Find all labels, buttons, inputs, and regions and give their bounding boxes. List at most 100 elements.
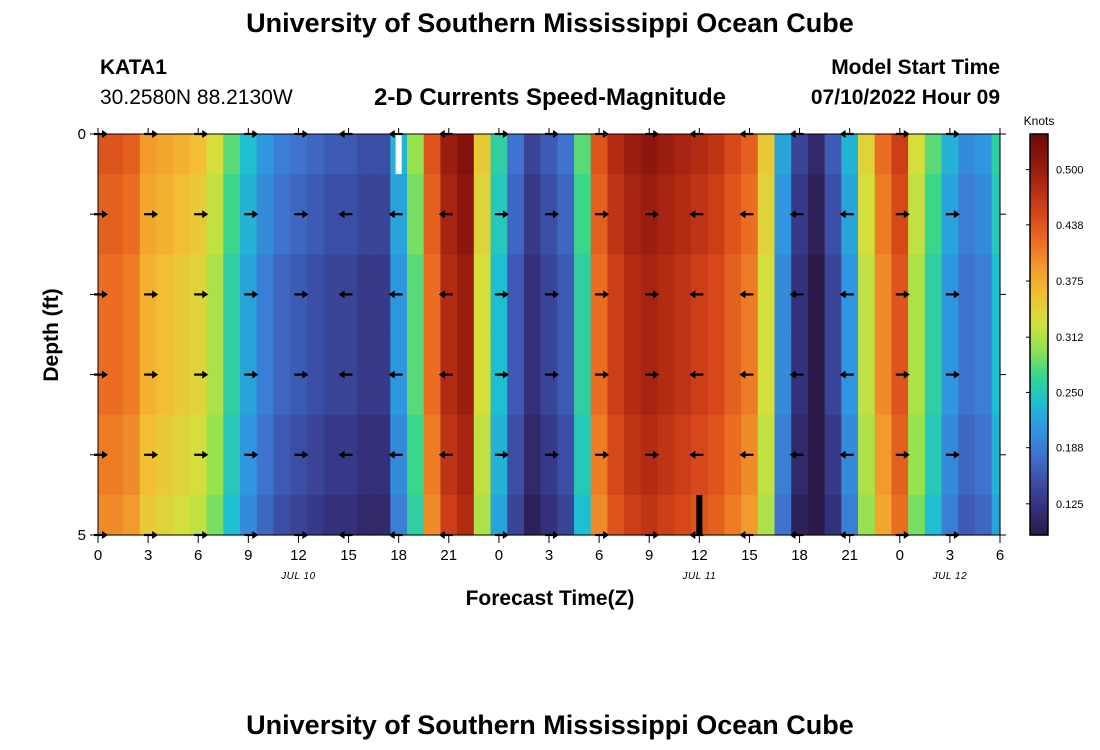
heatmap-cell [323, 334, 341, 416]
colorbar-tick-label: 0.438 [1056, 220, 1084, 232]
colorbar-segment [1030, 331, 1048, 336]
colorbar-segment [1030, 347, 1048, 352]
colorbar-segment [1030, 448, 1048, 453]
heatmap-cell [707, 254, 725, 336]
heatmap-cell [173, 254, 191, 336]
colorbar-segment [1030, 474, 1048, 479]
x-tick-label: 6 [595, 547, 603, 564]
heatmap-cell [924, 334, 943, 416]
current-vector-head [953, 531, 960, 539]
current-vector-head [739, 531, 746, 539]
heatmap-cell [98, 134, 107, 175]
current-vector-head [553, 130, 559, 138]
heatmap-cell [373, 334, 391, 416]
current-vector-head [152, 290, 159, 299]
heatmap-cell [373, 414, 391, 496]
current-vector-head [789, 370, 796, 379]
heatmap-cell [824, 174, 842, 255]
x-tick-label: 12 [691, 547, 708, 564]
heatmap-cell [690, 134, 709, 175]
current-vector-head [202, 290, 209, 299]
heatmap-cell [924, 134, 943, 175]
heatmap-cell [991, 414, 1001, 496]
current-vector-head [553, 210, 559, 219]
current-vector-head [338, 210, 345, 219]
current-vector-head [789, 290, 796, 299]
current-vector-head [953, 130, 960, 138]
colorbar-segment [1030, 297, 1048, 302]
heatmap-cell [523, 494, 542, 536]
heatmap-cell [306, 254, 325, 336]
heatmap-cell [507, 174, 525, 255]
colorbar-segment [1030, 414, 1048, 419]
heatmap-cell [173, 134, 191, 175]
colorbar-segment [1030, 484, 1048, 489]
heatmap-cell [974, 494, 993, 536]
heatmap-cell [774, 174, 792, 255]
current-vector-head [739, 130, 746, 138]
heatmap-cell [457, 254, 475, 336]
heatmap-cell [440, 494, 458, 536]
colorbar-segment [1030, 177, 1048, 182]
current-vector-head [388, 450, 395, 459]
heatmap-cell [306, 134, 325, 175]
heatmap-cell [390, 494, 408, 536]
heatmap-cell [607, 494, 625, 536]
heatmap-cell [206, 334, 224, 416]
x-tick-label: 21 [440, 547, 457, 564]
colorbar-segment [1030, 424, 1048, 429]
colorbar-segment [1030, 441, 1048, 446]
colorbar-segment [1030, 210, 1048, 215]
colorbar-segment [1030, 174, 1048, 179]
colorbar-segment [1030, 324, 1048, 329]
colorbar-segment [1030, 451, 1048, 456]
current-vector-head [603, 450, 610, 459]
current-vector-head [739, 210, 746, 219]
heatmap-cell [273, 334, 291, 416]
colorbar-segment [1030, 438, 1048, 443]
current-vector-head [789, 210, 796, 219]
heatmap-cell [156, 494, 174, 536]
current-vector-head [789, 130, 796, 138]
heatmap-cell [874, 334, 893, 416]
current-vector-head [252, 130, 259, 138]
x-tick-label: 0 [896, 547, 904, 564]
heatmap-cell [407, 334, 425, 416]
current-vector-head [388, 130, 395, 138]
current-vector-head [553, 290, 559, 299]
heatmap-cell [440, 134, 458, 175]
colorbar-segment [1030, 317, 1048, 322]
colorbar-segment [1030, 294, 1048, 299]
heatmap-cell [574, 254, 592, 336]
heatmap-cell [858, 254, 876, 336]
heatmap-cell [256, 254, 274, 336]
heatmap-cell [423, 494, 442, 536]
model-start-value: 07/10/2022 Hour 09 [810, 86, 1000, 109]
current-vector-head [388, 290, 395, 299]
heatmap-cell [473, 414, 492, 496]
heatmap-cell [774, 134, 792, 175]
current-vector-head [739, 370, 746, 379]
x-tick-label: 6 [996, 547, 1004, 564]
colorbar-tick-label: 0.188 [1056, 443, 1084, 455]
heatmap-cell [774, 494, 792, 536]
heatmap-cell [189, 134, 208, 175]
current-vector-head [338, 290, 345, 299]
heatmap-cell [974, 254, 993, 336]
heatmap-cell [407, 254, 425, 336]
colorbar-segment [1030, 341, 1048, 346]
colorbar-segment [1030, 197, 1048, 202]
current-vector-head [502, 210, 509, 219]
heatmap-cell [858, 134, 876, 175]
heatmap-cell [557, 494, 575, 536]
heatmap-cell [858, 174, 876, 255]
colorbar: Knots 0.500 0.438 0.375 0.312 0.250 0.188 0.125 [1024, 114, 1084, 536]
colorbar-segment [1030, 531, 1048, 536]
heatmap-cell [974, 334, 993, 416]
current-vector-head [689, 130, 696, 138]
heatmap-cell [290, 494, 308, 536]
heatmap-cell [106, 494, 124, 536]
heatmap-cell [356, 414, 375, 496]
heatmap-cell [173, 414, 191, 496]
station-id: KATA1 [100, 56, 167, 79]
